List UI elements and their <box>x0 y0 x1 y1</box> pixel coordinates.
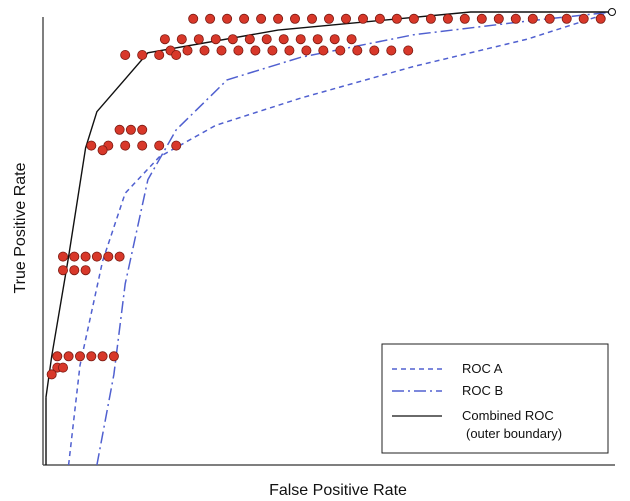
data-point-g1-13 <box>391 13 402 24</box>
data-point-g1-18 <box>476 13 487 24</box>
data-point-g4-3 <box>154 50 165 61</box>
series-line-2 <box>96 11 613 466</box>
data-point-g2-8 <box>278 34 289 45</box>
data-point-g1-20 <box>510 13 521 24</box>
data-point-g1-3 <box>222 13 233 24</box>
data-point-g12-1 <box>46 369 57 380</box>
data-point-g1-15 <box>425 13 436 24</box>
data-point-g3-8 <box>284 45 295 56</box>
data-point-g3-14 <box>386 45 397 56</box>
data-point-g10-3 <box>75 351 86 362</box>
data-point-g3-4 <box>216 45 227 56</box>
data-point-g1-14 <box>408 13 419 24</box>
data-point-g5-3 <box>137 124 148 135</box>
data-point-g2-11 <box>329 34 340 45</box>
points-layer <box>46 13 606 380</box>
data-point-g1-16 <box>442 13 453 24</box>
data-point-g8-4 <box>91 251 102 262</box>
data-point-g1-25 <box>595 13 606 24</box>
data-point-g7-1 <box>97 145 108 156</box>
series-line-1 <box>67 11 613 466</box>
data-point-g1-21 <box>527 13 538 24</box>
data-point-g3-3 <box>199 45 210 56</box>
data-point-g2-12 <box>346 34 357 45</box>
data-point-g2-6 <box>244 34 255 45</box>
data-point-g2-1 <box>159 34 170 45</box>
data-point-g1-2 <box>205 13 216 24</box>
data-point-g6-6 <box>171 140 182 151</box>
data-point-g9-2 <box>69 265 80 276</box>
data-point-g9-3 <box>80 265 91 276</box>
data-point-g2-10 <box>312 34 323 45</box>
data-point-g1-17 <box>459 13 470 24</box>
data-point-g10-5 <box>97 351 108 362</box>
data-point-g10-6 <box>108 351 119 362</box>
series-layer <box>45 8 616 466</box>
data-point-g3-5 <box>233 45 244 56</box>
data-point-g11-2 <box>58 362 69 373</box>
legend-label-roc-b: ROC B <box>462 383 503 398</box>
data-point-g1-5 <box>256 13 267 24</box>
x-axis-title: False Positive Rate <box>269 482 407 499</box>
data-point-g9-1 <box>58 265 69 276</box>
data-point-g1-11 <box>357 13 368 24</box>
data-point-g1-9 <box>323 13 334 24</box>
data-point-g1-8 <box>306 13 317 24</box>
data-point-g2-9 <box>295 34 306 45</box>
data-point-g8-2 <box>69 251 80 262</box>
data-point-g3-13 <box>369 45 380 56</box>
data-point-g1-1 <box>188 13 199 24</box>
data-point-g2-2 <box>176 34 187 45</box>
data-point-g1-6 <box>273 13 284 24</box>
data-point-g3-10 <box>318 45 329 56</box>
endpoint-marker <box>608 8 616 16</box>
data-point-g6-4 <box>137 140 148 151</box>
data-point-g6-1 <box>86 140 97 151</box>
data-point-g8-1 <box>58 251 69 262</box>
legend-label-roc-a: ROC A <box>462 361 503 376</box>
data-point-g1-7 <box>289 13 300 24</box>
data-point-g3-2 <box>182 45 193 56</box>
data-point-g4-2 <box>137 50 148 61</box>
data-point-g6-5 <box>154 140 165 151</box>
data-point-g2-7 <box>261 34 272 45</box>
data-point-g3-6 <box>250 45 261 56</box>
data-point-g1-24 <box>578 13 589 24</box>
data-point-g2-4 <box>210 34 221 45</box>
data-point-g8-5 <box>103 251 114 262</box>
data-point-g8-6 <box>114 251 125 262</box>
data-point-g3-7 <box>267 45 278 56</box>
data-point-g5-1 <box>114 124 125 135</box>
data-point-g1-10 <box>340 13 351 24</box>
data-point-g1-4 <box>239 13 250 24</box>
data-point-g10-4 <box>86 351 97 362</box>
data-point-g5-2 <box>125 124 136 135</box>
data-point-g6-3 <box>120 140 131 151</box>
y-axis-title: True Positive Rate <box>12 162 29 293</box>
legend-label-combined-line1: Combined ROC <box>462 408 554 423</box>
series-line-3 <box>45 11 612 398</box>
data-point-g1-22 <box>544 13 555 24</box>
data-point-g3-9 <box>301 45 312 56</box>
data-point-g4-4 <box>171 50 182 61</box>
data-point-g10-1 <box>52 351 63 362</box>
legend-box <box>381 343 609 454</box>
data-point-g8-3 <box>80 251 91 262</box>
data-point-g3-15 <box>403 45 414 56</box>
legend: ROC A ROC B Combined ROC (outer boundary… <box>381 343 609 454</box>
data-point-g1-12 <box>374 13 385 24</box>
legend-label-combined-line2: (outer boundary) <box>466 426 562 441</box>
data-point-g10-2 <box>63 351 74 362</box>
data-point-g2-5 <box>227 34 238 45</box>
data-point-g3-11 <box>335 45 346 56</box>
data-point-g1-23 <box>561 13 572 24</box>
data-point-g4-1 <box>120 50 131 61</box>
data-point-g3-12 <box>352 45 363 56</box>
data-point-g1-19 <box>493 13 504 24</box>
data-point-g2-3 <box>193 34 204 45</box>
